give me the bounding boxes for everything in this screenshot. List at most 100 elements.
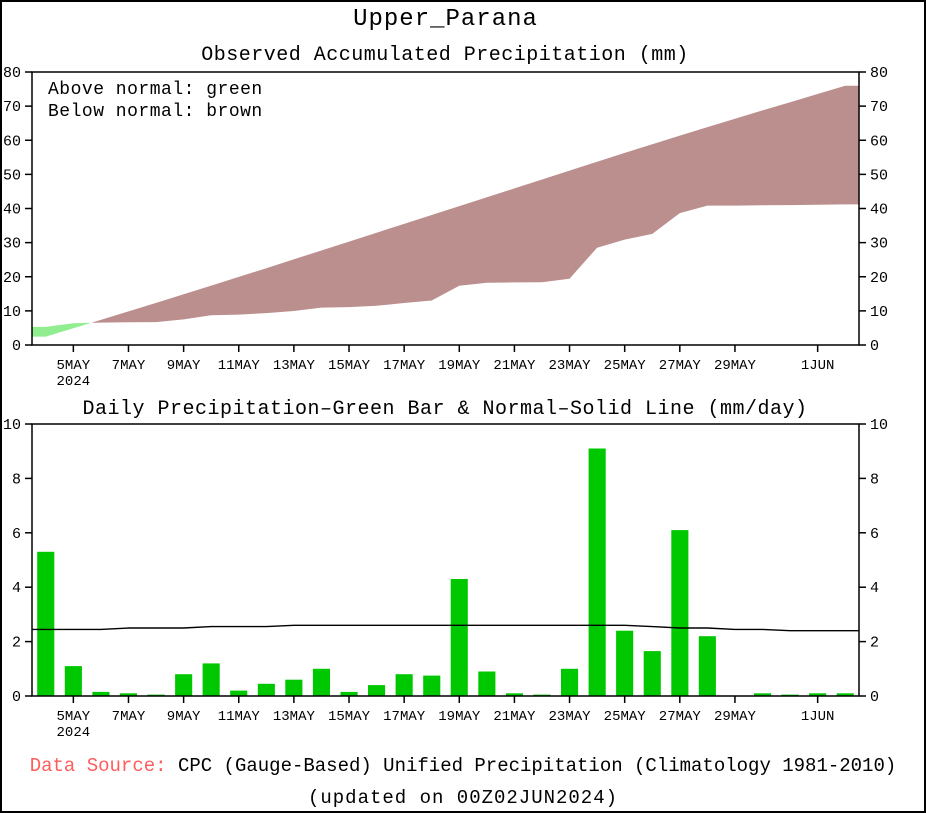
legend-above-normal: Above normal: green bbox=[48, 80, 263, 100]
daily-precip-bar bbox=[37, 551, 55, 696]
daily-normal-line bbox=[32, 624, 859, 632]
y-tick-label: 40 bbox=[3, 202, 21, 219]
x-tick-label: 1JUN bbox=[801, 709, 835, 725]
daily-precip-bar bbox=[588, 448, 606, 696]
x-tick-label: 11MAY bbox=[218, 709, 261, 725]
x-tick-label: 29MAY bbox=[714, 709, 757, 725]
daily-precip-bar bbox=[450, 579, 468, 696]
daily-precip-bar bbox=[340, 691, 358, 696]
daily-precip-bar bbox=[92, 691, 110, 696]
legend-below-normal: Below normal: brown bbox=[48, 102, 263, 122]
x-tick-label: 29MAY bbox=[714, 358, 757, 374]
x-tick-label: 11MAY bbox=[218, 358, 261, 374]
y-tick-label: 80 bbox=[3, 65, 21, 82]
x-tick-label: 15MAY bbox=[328, 358, 371, 374]
y-tick-label: 30 bbox=[3, 236, 21, 253]
x-tick-label: 13MAY bbox=[273, 358, 316, 374]
daily-chart-title: Daily Precipitation–Green Bar & Normal–S… bbox=[82, 398, 807, 421]
plot-frame bbox=[31, 423, 860, 697]
y-tick-label: 60 bbox=[3, 133, 21, 150]
y-tick-label: 10 bbox=[870, 417, 888, 434]
y-tick-label: 50 bbox=[3, 167, 21, 184]
x-tick-label: 21MAY bbox=[493, 358, 536, 374]
daily-precip-bar bbox=[561, 668, 579, 696]
x-tick-label: 17MAY bbox=[383, 358, 426, 374]
year-label: 2024 bbox=[57, 374, 91, 390]
y-tick-label: 20 bbox=[3, 270, 21, 287]
x-tick-label: 5MAY bbox=[57, 709, 91, 725]
daily-precip-bar bbox=[754, 693, 772, 696]
daily-precip-bar bbox=[836, 693, 854, 696]
daily-precip-bar bbox=[478, 671, 496, 696]
y-tick-label: 6 bbox=[12, 526, 21, 543]
updated-line: (updated on 00Z02JUN2024) bbox=[307, 787, 619, 809]
y-tick-label: 4 bbox=[870, 580, 879, 597]
daily-precip-bar bbox=[616, 630, 634, 696]
daily-precip-bar bbox=[671, 530, 689, 696]
x-tick-label: 1JUN bbox=[801, 358, 835, 374]
y-tick-label: 60 bbox=[870, 133, 888, 150]
y-tick-label: 6 bbox=[870, 526, 879, 543]
y-tick-label: 10 bbox=[870, 304, 888, 321]
below-normal-area bbox=[91, 85, 860, 323]
x-tick-label: 27MAY bbox=[659, 709, 702, 725]
x-tick-label: 27MAY bbox=[659, 358, 702, 374]
x-tick-label: 21MAY bbox=[493, 709, 536, 725]
daily-precip-chart: Daily Precipitation–Green Bar & Normal–S… bbox=[3, 398, 888, 741]
x-tick-label: 17MAY bbox=[383, 709, 426, 725]
accumulated-chart-title: Observed Accumulated Precipitation (mm) bbox=[201, 44, 689, 67]
y-tick-label: 0 bbox=[870, 689, 879, 706]
year-label: 2024 bbox=[57, 725, 91, 741]
daily-precip-bar bbox=[423, 675, 441, 696]
daily-precip-bar bbox=[809, 693, 827, 696]
x-tick-label: 15MAY bbox=[328, 709, 371, 725]
accumulated-plot-area: 0 0 10 10 20 20 30 30 40 40 50 50 60 60 70 70 80 80 5MAY20… bbox=[3, 65, 888, 390]
y-tick-label: 10 bbox=[3, 417, 21, 434]
y-tick-label: 40 bbox=[870, 202, 888, 219]
daily-precip-bar bbox=[368, 685, 386, 696]
y-tick-label: 30 bbox=[870, 236, 888, 253]
x-tick-label: 13MAY bbox=[273, 709, 316, 725]
daily-precip-bar bbox=[312, 668, 330, 696]
x-tick-label: 23MAY bbox=[549, 358, 592, 374]
y-tick-label: 0 bbox=[12, 689, 21, 706]
y-tick-label: 8 bbox=[870, 471, 879, 488]
y-tick-label: 0 bbox=[12, 338, 21, 355]
daily-precip-bar bbox=[119, 693, 137, 696]
page-title: Upper_Parana bbox=[353, 6, 538, 33]
x-tick-label: 9MAY bbox=[167, 358, 201, 374]
y-tick-label: 2 bbox=[870, 635, 879, 652]
y-tick-label: 4 bbox=[12, 580, 21, 597]
y-tick-label: 70 bbox=[3, 99, 21, 116]
x-tick-label: 25MAY bbox=[604, 709, 647, 725]
daily-precip-bar bbox=[698, 636, 716, 696]
y-tick-label: 80 bbox=[870, 65, 888, 82]
x-tick-label: 19MAY bbox=[438, 358, 481, 374]
x-tick-label: 23MAY bbox=[549, 709, 592, 725]
daily-precip-bar bbox=[285, 679, 303, 696]
y-tick-label: 70 bbox=[870, 99, 888, 116]
accumulated-precip-chart: Observed Accumulated Precipitation (mm) … bbox=[3, 44, 888, 390]
daily-precip-bar bbox=[202, 663, 220, 696]
x-tick-label: 19MAY bbox=[438, 709, 481, 725]
x-tick-label: 7MAY bbox=[112, 358, 146, 374]
x-tick-label: 9MAY bbox=[167, 709, 201, 725]
daily-precip-bar bbox=[257, 683, 275, 696]
data-source-line: Data Source: CPC (Gauge-Based) Unified P… bbox=[2, 755, 924, 777]
daily-precip-bar bbox=[175, 674, 193, 696]
above-normal-area bbox=[32, 322, 92, 337]
y-tick-label: 2 bbox=[12, 635, 21, 652]
x-tick-label: 7MAY bbox=[112, 709, 146, 725]
daily-precip-bar bbox=[505, 693, 523, 696]
daily-precip-bar bbox=[643, 651, 661, 696]
daily-precip-bar bbox=[230, 690, 248, 696]
y-tick-label: 20 bbox=[870, 270, 888, 287]
y-tick-label: 10 bbox=[3, 304, 21, 321]
daily-precip-bar bbox=[395, 674, 413, 696]
daily-precip-bar bbox=[64, 666, 82, 696]
data-source-text: CPC (Gauge-Based) Unified Precipitation … bbox=[166, 755, 897, 777]
data-source-label: Data Source: bbox=[29, 755, 167, 777]
x-tick-label: 25MAY bbox=[604, 358, 647, 374]
